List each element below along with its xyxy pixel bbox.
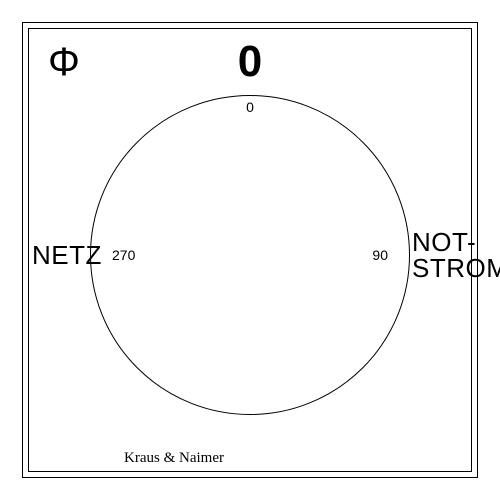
degree-label-90: 90 [372,248,388,262]
phi-logo-icon: Φ [48,42,80,82]
position-label-netz: NETZ [32,242,102,268]
brand-label: Kraus & Naimer [124,450,224,467]
degree-label-270: 270 [112,248,135,262]
degree-label-0: 0 [246,100,254,114]
switch-escutcheon-plate: Φ 0 0 90 270 NETZ NOT- STROM Kraus & Nai… [0,0,500,500]
dial-circle[interactable] [90,95,410,415]
position-label-notstrom: NOT- STROM [412,229,500,281]
position-label-off: 0 [238,40,262,84]
